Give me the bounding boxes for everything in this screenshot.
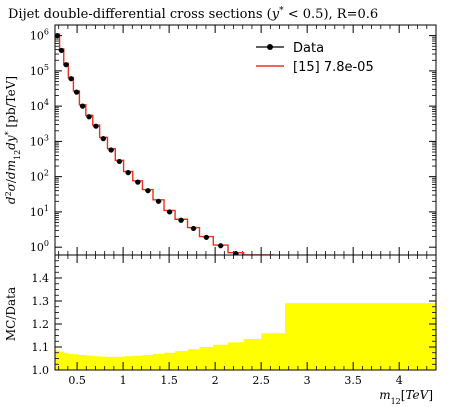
x-tick-label: 0.5 bbox=[68, 374, 86, 387]
ratio-y-label: MC/Data bbox=[4, 287, 18, 341]
main-y-tick-label: 103 bbox=[30, 133, 49, 148]
data-point bbox=[86, 114, 92, 120]
main-y-tick-label: 104 bbox=[30, 98, 49, 113]
x-tick-label: 1 bbox=[120, 374, 127, 387]
data-point bbox=[93, 123, 99, 129]
data-point bbox=[203, 234, 209, 240]
data-point bbox=[58, 47, 65, 54]
x-tick-label: 2 bbox=[212, 374, 219, 387]
ratio-y-tick-label: 1.2 bbox=[32, 318, 50, 331]
legend-data-label: Data bbox=[293, 41, 324, 56]
ratio-x-axis: 0.5 1 1.5 2 2.5 3 3.5 4 bbox=[58, 255, 437, 387]
ratio-y-tick-label: 1.1 bbox=[32, 341, 50, 354]
ratio-y-axis: 1.0 1.1 1.2 1.3 1.4 bbox=[32, 260, 436, 377]
ratio-band bbox=[55, 303, 436, 370]
ratio-y-tick-label: 1.3 bbox=[32, 295, 50, 308]
data-point bbox=[155, 198, 162, 204]
data-point bbox=[135, 179, 141, 185]
main-y-label: d2σ/dm12dy* [pb/TeV] bbox=[4, 76, 22, 204]
data-point bbox=[125, 170, 131, 176]
data-point bbox=[190, 225, 197, 232]
legend-mc-label: [15] 7.8e-05 bbox=[293, 60, 374, 75]
chart-title: Dijet double-differential cross sections… bbox=[8, 6, 378, 22]
ratio-y-tick-label: 1.0 bbox=[32, 364, 50, 377]
data-point bbox=[80, 103, 86, 109]
x-tick-label: 2.5 bbox=[252, 374, 270, 387]
data-point bbox=[68, 76, 74, 82]
data-point bbox=[218, 243, 224, 249]
data-point bbox=[178, 217, 184, 223]
x-tick-label: 1.5 bbox=[160, 374, 178, 387]
data-point bbox=[108, 147, 114, 153]
data-point bbox=[100, 136, 106, 142]
data-point bbox=[166, 209, 173, 215]
data-point bbox=[54, 33, 60, 39]
main-y-tick-label: 106 bbox=[30, 28, 49, 43]
data-point bbox=[116, 158, 123, 165]
legend-data-marker bbox=[267, 44, 273, 50]
data-point bbox=[63, 62, 69, 68]
ratio-y-tick-label: 1.4 bbox=[32, 272, 50, 285]
legend: Data [15] 7.8e-05 bbox=[256, 41, 374, 75]
data-point bbox=[145, 188, 151, 194]
main-y-tick-label: 105 bbox=[30, 63, 49, 78]
main-x-axis bbox=[58, 25, 437, 255]
ratio-panel: 1.0 1.1 1.2 1.3 1.4 0.5 1 1.5 2 2.5 3 3.5 4 MC/Data… bbox=[4, 254, 437, 406]
main-y-tick-label: 102 bbox=[30, 169, 49, 184]
ratio-band-fill bbox=[55, 303, 436, 370]
data-point bbox=[74, 89, 80, 95]
x-tick-label: 3.5 bbox=[344, 374, 362, 387]
x-axis-label: m12[TeV] bbox=[379, 388, 433, 406]
data-series bbox=[54, 33, 239, 257]
x-tick-label: 3 bbox=[304, 374, 311, 387]
main-y-tick-label: 100 bbox=[30, 239, 49, 254]
x-tick-label: 4 bbox=[396, 374, 403, 387]
main-y-tick-label: 101 bbox=[30, 204, 49, 219]
